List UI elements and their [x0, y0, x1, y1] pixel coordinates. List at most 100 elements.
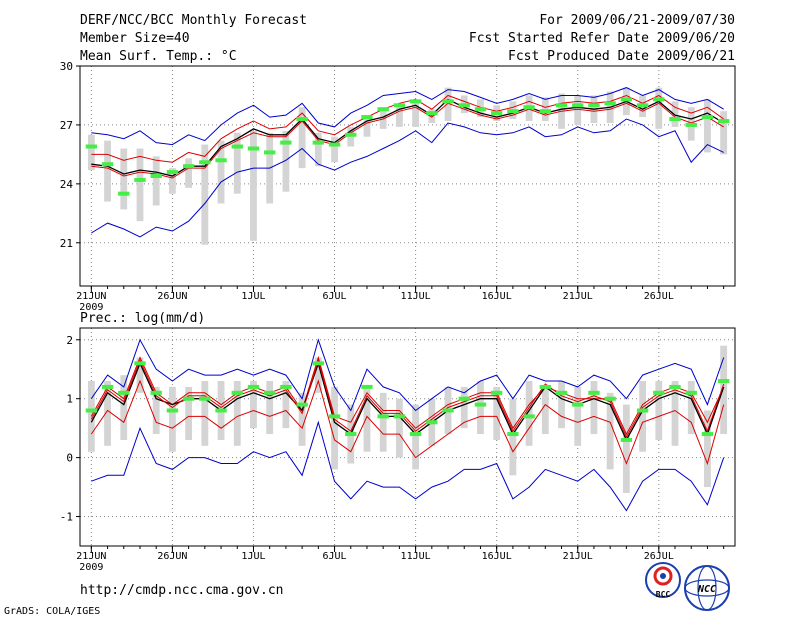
spread-box [314, 357, 322, 393]
observation-marker [653, 390, 665, 395]
spread-box [395, 398, 403, 458]
observation-marker [572, 103, 584, 108]
observation-marker [328, 414, 341, 419]
spread-box [590, 381, 598, 435]
observation-marker [474, 107, 487, 112]
x-tick-label: 26JUL [644, 291, 674, 302]
observation-marker [588, 390, 600, 395]
year-label: 2009 [79, 302, 103, 313]
forecast-period: For 2009/06/21-2009/07/30 [539, 13, 735, 28]
observation-marker [166, 408, 179, 413]
spread-box [363, 386, 371, 452]
x-tick-label: 21JUL [563, 551, 593, 562]
observation-marker [377, 107, 389, 112]
series-line-upper [91, 94, 724, 163]
x-tick-label: 21JUN [76, 551, 106, 562]
spread-box [509, 398, 517, 476]
x-tick-label: 11JUL [401, 551, 431, 562]
observation-marker [118, 191, 130, 196]
observation-marker [231, 390, 243, 395]
observation-marker [361, 115, 373, 120]
x-tick-label: 21JUN [76, 291, 106, 302]
observation-marker [507, 109, 519, 114]
spread-box [395, 105, 403, 127]
observation-marker [636, 408, 649, 413]
variable-label: Mean Surf. Temp.: °C [80, 49, 237, 64]
spread-box [671, 101, 679, 127]
observation-marker [490, 390, 503, 395]
y-tick-label: 30 [60, 60, 73, 73]
y-tick-label: 27 [60, 119, 73, 132]
spread-box [201, 381, 209, 446]
plot-frame [79, 65, 736, 287]
observation-marker [264, 150, 276, 155]
spread-box [558, 381, 565, 429]
observation-marker [361, 384, 373, 389]
ncc-logo: NCC [684, 565, 730, 611]
x-tick-label: 1JUL [241, 551, 265, 562]
observation-marker [150, 390, 162, 395]
bcc-logo: BCC [645, 562, 681, 599]
observation-marker [247, 146, 260, 151]
spread-box [298, 392, 306, 446]
spread-box [720, 345, 728, 435]
observation-marker [620, 437, 633, 442]
source-url: http://cmdp.ncc.cma.gov.cn [80, 583, 284, 598]
observation-marker [507, 432, 519, 437]
observation-marker [247, 384, 260, 389]
observation-marker [312, 361, 325, 366]
y-tick-label: 2 [66, 334, 73, 347]
spread-box [331, 386, 338, 470]
observation-marker [264, 390, 276, 395]
y-tick-label: 24 [60, 178, 74, 191]
observation-marker [134, 361, 146, 366]
spread-box [720, 111, 728, 155]
observation-marker [653, 97, 665, 102]
spread-box [120, 148, 128, 210]
observation-marker [685, 390, 697, 395]
spread-box [136, 148, 144, 222]
observation-marker [166, 170, 179, 175]
series-line-lower [90, 379, 725, 466]
observation-marker [572, 402, 584, 407]
precipitation-panel: -1 0 1 2 21JUN 26JUN 1JUL 6JUL 11JUL 16JUL 21JUL 26… [60, 327, 736, 573]
observation-marker [101, 384, 114, 389]
fcst-started-date: Fcst Started Refer Date 2009/06/20 [469, 31, 735, 46]
observation-marker [636, 103, 649, 108]
observation-marker [717, 119, 730, 123]
spread-box [169, 168, 176, 194]
x-tick-label: 26JUL [644, 551, 674, 562]
observation-marker [280, 140, 292, 145]
spread-box [185, 158, 193, 188]
spread-box [704, 410, 711, 488]
spread-box [622, 404, 630, 493]
observation-marker [101, 162, 114, 167]
observation-marker [669, 117, 681, 122]
member-size-label: Member Size=40 [80, 31, 190, 46]
observation-marker [490, 111, 503, 116]
observation-marker [150, 174, 162, 178]
series-line-mean [90, 361, 725, 442]
observation-marker [685, 122, 697, 127]
x-tick-label: 26JUN [157, 551, 187, 562]
observation-marker [182, 164, 195, 169]
spread-box [493, 386, 501, 440]
spread-box [169, 386, 176, 452]
series-line-extra-red [90, 358, 725, 439]
series-line-min [91, 118, 724, 238]
spread-box [185, 386, 193, 440]
spread-box [266, 381, 274, 435]
spread-box [412, 101, 420, 127]
x-tick-label: 16JUL [482, 291, 512, 302]
temperature-panel: 21 24 27 30 21JUN 26JUN 1JUL 6JUL 11JUL 16JUL 21JU… [60, 60, 736, 313]
observation-marker [458, 396, 470, 401]
spread-box [574, 386, 582, 446]
spread-box [298, 107, 306, 169]
spread-box [282, 381, 290, 429]
spread-box [282, 130, 290, 192]
spread-box [233, 132, 241, 194]
observation-marker [231, 144, 243, 149]
observation-marker [377, 414, 389, 419]
series-line-lower [91, 102, 724, 179]
